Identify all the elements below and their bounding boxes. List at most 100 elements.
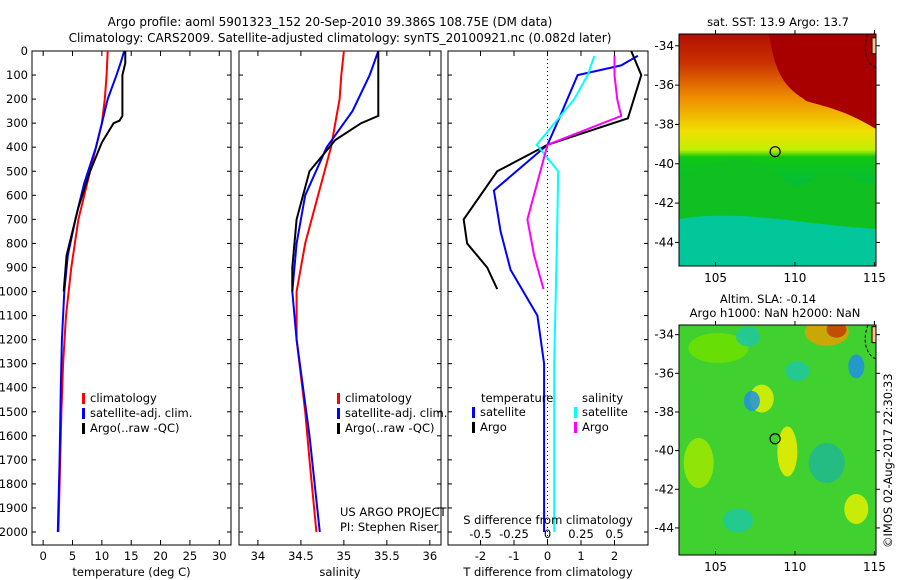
- y-tick-label: 900: [6, 260, 28, 274]
- y-tick-label: 1100: [0, 309, 28, 323]
- legend-label: Argo: [582, 420, 609, 434]
- series-line-satellite-adj-clim-: [291, 50, 380, 533]
- project-line1: US ARGO PROJECT: [340, 505, 448, 519]
- y-tick-label: 1900: [0, 501, 28, 515]
- y-tick-label: -44: [654, 235, 674, 249]
- y-tick-label: -36: [654, 366, 674, 380]
- plot-frame: [31, 50, 232, 546]
- map-title: Altim. SLA: -0.14: [720, 292, 816, 306]
- x-tick-label: 30: [212, 549, 227, 563]
- project-line2: PI: Stephen Riser: [340, 520, 439, 534]
- series-line-t-argo: [462, 50, 643, 290]
- x-tick-label: 105: [704, 271, 727, 285]
- sla-anomaly-blob: [777, 426, 798, 477]
- land-patch: [871, 37, 876, 55]
- x-axis-label: salinity: [319, 565, 360, 579]
- legend-label: satellite-adj. clim.: [345, 406, 447, 420]
- y-tick-label: -36: [654, 78, 674, 92]
- legend-swatch: [337, 393, 340, 404]
- x-tick-label: 0: [544, 549, 551, 563]
- sla-anomaly-blob: [826, 325, 847, 338]
- sst-map-panel: sat. SST: 13.9 Argo: 13.7 105 110 115 -34 -36…: [654, 15, 885, 285]
- title-line1: Argo profile: aoml 5901323_152 20-Sep-20…: [108, 15, 553, 29]
- series-line-climatology: [57, 50, 109, 533]
- y-tick-label: 600: [6, 188, 28, 202]
- x-tick-label: 105: [704, 560, 727, 574]
- sla-anomaly-blob: [683, 438, 714, 488]
- argo-location-marker: [769, 146, 781, 158]
- legend-label: climatology: [90, 391, 157, 405]
- y-tick-label: -34: [654, 39, 674, 53]
- x-tick-label: 1: [577, 549, 584, 563]
- legend-swatch: [82, 423, 85, 434]
- argo-location-marker: [769, 433, 781, 445]
- series-line-t-satellite: [492, 54, 639, 532]
- sla-anomaly-blob: [743, 390, 760, 411]
- map-title: sat. SST: 13.9 Argo: 13.7: [707, 15, 849, 29]
- y-tick-label: 1000: [0, 285, 28, 299]
- x2-tick-label: 0: [544, 527, 551, 541]
- x2-tick-label: 0.5: [605, 527, 623, 541]
- y-tick-label: -38: [654, 405, 674, 419]
- x2-tick-label: -0.5: [469, 527, 491, 541]
- map-frame: [678, 324, 877, 556]
- x-tick-label: 20: [153, 549, 168, 563]
- x-tick-label: 115: [863, 271, 886, 285]
- legend-swatch: [472, 407, 475, 418]
- sla-anomaly-blob: [735, 326, 760, 347]
- y-tick-label: -42: [654, 482, 674, 496]
- y-tick-label: -40: [654, 157, 674, 171]
- legend-swatch: [337, 408, 340, 419]
- legend-label: Argo(..raw -QC): [345, 421, 435, 435]
- credit-text: ©IMOS 02-Aug-2017 22:30:33: [881, 373, 895, 548]
- sla-anomaly-blob: [688, 333, 749, 363]
- sla-anomaly-blob: [844, 494, 869, 524]
- y-tick-label: -34: [654, 328, 674, 342]
- plot-frame: [447, 50, 649, 546]
- x-tick-label: 10: [95, 549, 110, 563]
- legend-swatch: [574, 422, 577, 433]
- contour-line: [864, 325, 876, 360]
- x-tick-label: 36: [423, 549, 438, 563]
- y-tick-label: 2000: [0, 525, 28, 539]
- x-tick-label: 110: [784, 560, 807, 574]
- x-tick-label: 35: [337, 549, 352, 563]
- cyan-region: [679, 215, 876, 266]
- title-line2: Climatology: CARS2009. Satellite-adjuste…: [69, 31, 612, 45]
- sla-anomaly-blob: [723, 508, 754, 533]
- sla-field: [679, 325, 876, 555]
- x-tick-label: 15: [124, 549, 139, 563]
- map-frame: [678, 33, 877, 267]
- series-line-argo-raw-qc-: [291, 51, 380, 292]
- y-tick-label: 700: [6, 212, 28, 226]
- legend-label: satellite: [582, 405, 628, 419]
- x-tick-label: 2: [611, 549, 618, 563]
- map-subtitle: Argo h1000: NaN h2000: NaN: [690, 306, 861, 320]
- y-tick-label: -40: [654, 444, 674, 458]
- x-tick-label: 34: [251, 549, 266, 563]
- y-tick-label: 0: [21, 44, 28, 58]
- x2-tick-label: 0.25: [568, 527, 594, 541]
- sla-anomaly-blob: [785, 361, 810, 381]
- sla-anomaly-blob: [808, 443, 845, 483]
- legend-swatch: [82, 393, 85, 404]
- y-tick-label: 200: [6, 92, 28, 106]
- x-tick-label: 0: [39, 549, 46, 563]
- x-axis-label: temperature (deg C): [72, 565, 190, 579]
- plot-frame: [238, 50, 442, 546]
- x-tick-label: 5: [69, 549, 76, 563]
- sla-anomaly-blob: [848, 354, 865, 379]
- legend-title-salinity: salinity: [582, 391, 623, 405]
- x-tick-label: -2: [475, 549, 486, 563]
- map-field: [679, 325, 876, 555]
- temperature-panel: 0 5 10 15 20 25 30 temperature (deg C) 0 100 200 30…: [0, 44, 232, 579]
- legend-title-temperature: temperature: [481, 391, 553, 405]
- land-patch: [871, 326, 876, 344]
- x-tick-label: 115: [863, 560, 886, 574]
- x2-tick-label: -0.25: [499, 527, 529, 541]
- y-tick-label: 1500: [0, 405, 28, 419]
- legend-label: climatology: [345, 391, 412, 405]
- legend-swatch: [337, 423, 340, 434]
